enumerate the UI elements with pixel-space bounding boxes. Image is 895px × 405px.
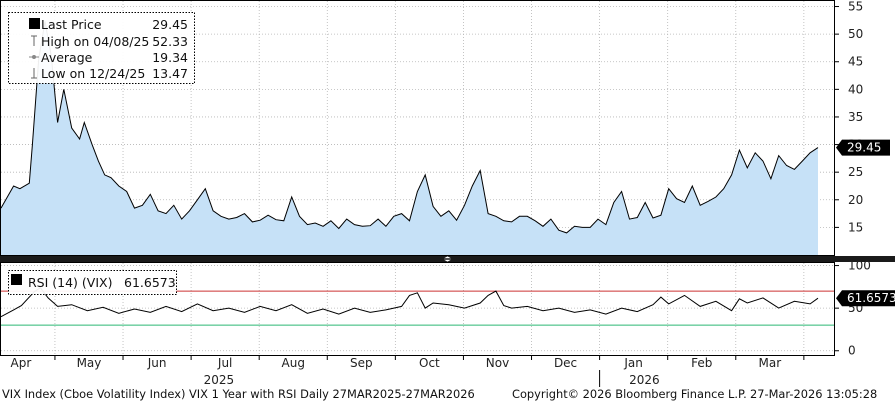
x-month-label: Mar — [758, 356, 781, 370]
rsi-square-icon — [11, 274, 22, 285]
x-month-label: Aug — [282, 356, 305, 370]
legend-high-label: High on 04/08/25 — [41, 34, 149, 49]
legend-high-value: 52.33 — [152, 34, 188, 49]
legend-average-label: Average — [41, 50, 93, 65]
x-month-label: Dec — [554, 356, 577, 370]
price-tick-label: 55 — [848, 0, 863, 14]
price-last-value: 29.45 — [847, 141, 881, 155]
price-area — [1, 21, 818, 256]
x-year-label: 2026 — [629, 373, 660, 387]
panel-separator — [0, 256, 895, 262]
price-tick-label: 50 — [848, 27, 863, 41]
price-panel-border — [0, 0, 835, 256]
x-axis: Apr May Jun Jul Aug Sep Oct Nov Dec Jan Feb Mar 2025… — [0, 355, 834, 387]
separator-handle-icon[interactable] — [444, 256, 451, 262]
chart-footer: VIX Index (Cboe Volatility Index) VIX 1 … — [2, 387, 895, 403]
rsi-last-value: 61.6573 — [847, 291, 895, 305]
rsi-line — [0, 287, 819, 318]
rsi-tick-label: 0 — [848, 344, 856, 358]
price-tick-label: 15 — [848, 220, 863, 234]
price-tick-label: 20 — [848, 193, 863, 207]
price-last-tag: 29.45 — [836, 139, 890, 156]
x-month-label: Feb — [691, 356, 712, 370]
legend-low-value: 13.47 — [152, 66, 188, 81]
legend-average-value: 19.34 — [152, 50, 188, 65]
x-month-label: Apr — [11, 356, 32, 370]
footer-copyright: Copyright© 2026 Bloomberg Finance L.P. — [512, 387, 747, 401]
average-marker-icon — [29, 55, 39, 59]
price-tick-label: 40 — [848, 82, 863, 96]
rsi-last-tag: 61.6573 — [836, 290, 895, 307]
rsi-gridlines — [1, 263, 834, 355]
x-month-label: Nov — [486, 356, 509, 370]
price-legend: Last Price 29.45 High on 04/08/25 52.33 … — [8, 12, 195, 84]
price-y-axis: 152025303540455055 — [834, 0, 863, 234]
rsi-legend: RSI (14) (VIX) 61.6573 — [8, 270, 177, 295]
footer-title: VIX Index (Cboe Volatility Index) VIX 1 … — [2, 387, 475, 401]
legend-low-label: Low on 12/24/25 — [41, 66, 145, 81]
low-marker-icon — [31, 68, 37, 79]
x-month-label: Oct — [419, 356, 440, 370]
rsi-legend-label: RSI (14) (VIX) — [28, 275, 112, 290]
legend-last-price-value: 29.45 — [152, 17, 188, 32]
footer-timestamp: 27-Mar-2026 13:05:28 — [750, 387, 878, 401]
x-month-label: May — [77, 356, 102, 370]
x-month-label: Jan — [623, 356, 643, 370]
price-line — [0, 21, 819, 234]
legend-last-price-label: Last Price — [41, 17, 102, 32]
x-month-label: Jul — [217, 356, 232, 370]
rsi-legend-value: 61.6573 — [124, 275, 176, 290]
rsi-tick-label: 100 — [848, 259, 871, 273]
price-tick-label: 45 — [848, 55, 863, 69]
last-price-square-icon — [29, 18, 40, 29]
price-tick-label: 25 — [848, 165, 863, 179]
price-tick-label: 35 — [848, 110, 863, 124]
high-marker-icon — [31, 35, 37, 46]
x-month-label: Jun — [147, 356, 167, 370]
x-month-label: Sep — [350, 356, 373, 370]
x-year-label: 2025 — [204, 373, 235, 387]
